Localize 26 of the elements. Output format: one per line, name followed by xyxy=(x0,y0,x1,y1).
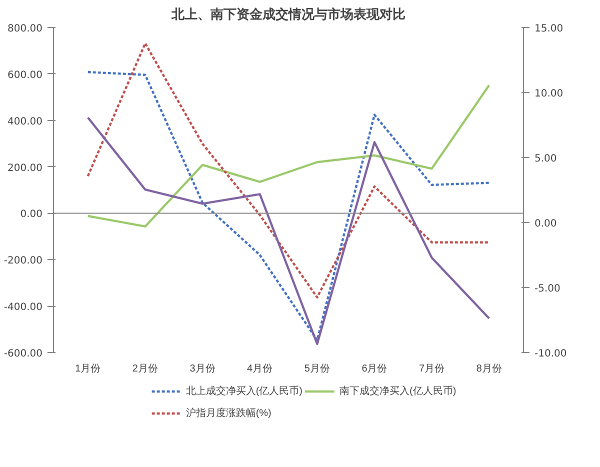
chart-title: 北上、南下资金成交情况与市场表现对比 xyxy=(170,6,406,22)
x-tick-label: 6月份 xyxy=(362,364,388,374)
y-tick-label: 200.00 xyxy=(8,162,43,174)
y-tick-label: -200.00 xyxy=(4,256,43,267)
x-tick-label: 3月份 xyxy=(190,364,216,374)
x-tick-label: 7月份 xyxy=(419,364,445,374)
y2-tick-label: 10.00 xyxy=(534,88,564,100)
x-tick-label: 5月份 xyxy=(304,364,330,374)
y2-tick-label: 0.00 xyxy=(534,218,557,230)
y2-tick-label: -10.00 xyxy=(534,348,567,360)
x-tick-label: 4月份 xyxy=(247,364,273,374)
y-tick-label: 600.00 xyxy=(8,70,43,81)
x-tick-label: 1月份 xyxy=(75,364,101,374)
y-tick-label: 0.00 xyxy=(20,209,42,220)
legend-label: 沪指月度涨跌幅(%) xyxy=(186,406,272,420)
y2-tick-label: -5.00 xyxy=(534,284,560,294)
y-tick-label: 400.00 xyxy=(8,116,43,128)
y-tick-label: 800.00 xyxy=(8,24,43,34)
y2-tick-label: 15.00 xyxy=(534,24,564,34)
y-tick-label: -600.00 xyxy=(4,348,43,360)
y-tick-label: -400.00 xyxy=(4,302,43,314)
y2-tick-label: 5.00 xyxy=(534,154,557,164)
legend-label: 北上成交净买入(亿人民币) xyxy=(186,384,302,398)
x-tick-label: 8月份 xyxy=(476,364,502,374)
x-tick-label: 2月份 xyxy=(132,364,158,374)
legend-label: 南下成交净买入(亿人民币) xyxy=(340,384,456,398)
